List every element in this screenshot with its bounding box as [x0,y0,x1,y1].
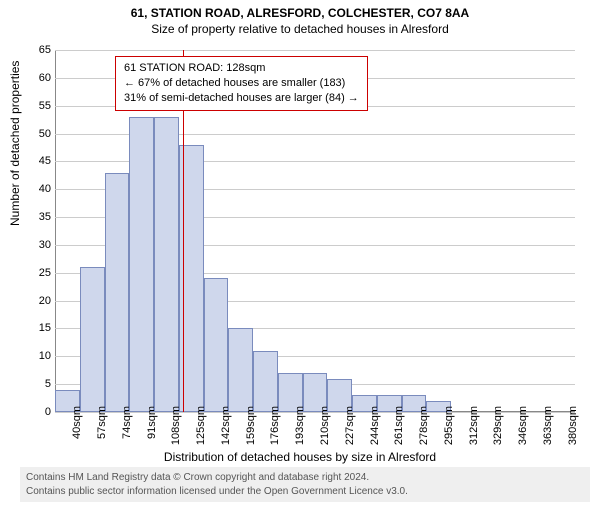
xtick-label: 329sqm [492,406,504,445]
attribution-box: Contains HM Land Registry data © Crown c… [20,467,590,502]
y-axis-line [55,50,56,412]
info-line2: ← 67% of detached houses are smaller (18… [124,76,359,91]
info-line1: 61 STATION ROAD: 128sqm [124,61,359,76]
bar [228,328,253,412]
ytick-label: 65 [33,44,51,56]
xtick-label: 363sqm [542,406,554,445]
ytick-label: 40 [33,183,51,195]
ytick-label: 60 [33,72,51,84]
attribution-line2: Contains public sector information licen… [26,485,584,499]
ytick-label: 45 [33,155,51,167]
info-line3: 31% of semi-detached houses are larger (… [124,91,359,106]
plot-area: 0510152025303540455055606540sqm57sqm74sq… [55,50,575,412]
bar [105,173,130,412]
ytick-label: 25 [33,267,51,279]
title-sub: Size of property relative to detached ho… [0,22,600,36]
xtick-label: 346sqm [517,406,529,445]
bar [253,351,278,412]
ytick-label: 10 [33,350,51,362]
ytick-label: 35 [33,211,51,223]
ytick-label: 50 [33,128,51,140]
x-axis-label: Distribution of detached houses by size … [0,450,600,464]
xtick-label: 312sqm [468,406,480,445]
grid-line [55,50,575,51]
xtick-label: 380sqm [567,406,579,445]
chart-container: 61, STATION ROAD, ALRESFORD, COLCHESTER,… [0,6,600,506]
ytick-label: 55 [33,100,51,112]
bar [204,278,229,412]
ytick-label: 15 [33,322,51,334]
bar [154,117,179,412]
y-axis-label: Number of detached properties [8,61,22,226]
info-box: 61 STATION ROAD: 128sqm← 67% of detached… [115,56,368,111]
bar [80,267,105,412]
ytick-label: 20 [33,295,51,307]
ytick-label: 30 [33,239,51,251]
xtick-label: 295sqm [443,406,455,445]
ytick-label: 5 [33,378,51,390]
title-main: 61, STATION ROAD, ALRESFORD, COLCHESTER,… [0,6,600,20]
ytick-label: 0 [33,406,51,418]
attribution-line1: Contains HM Land Registry data © Crown c… [26,471,584,485]
bar [129,117,154,412]
